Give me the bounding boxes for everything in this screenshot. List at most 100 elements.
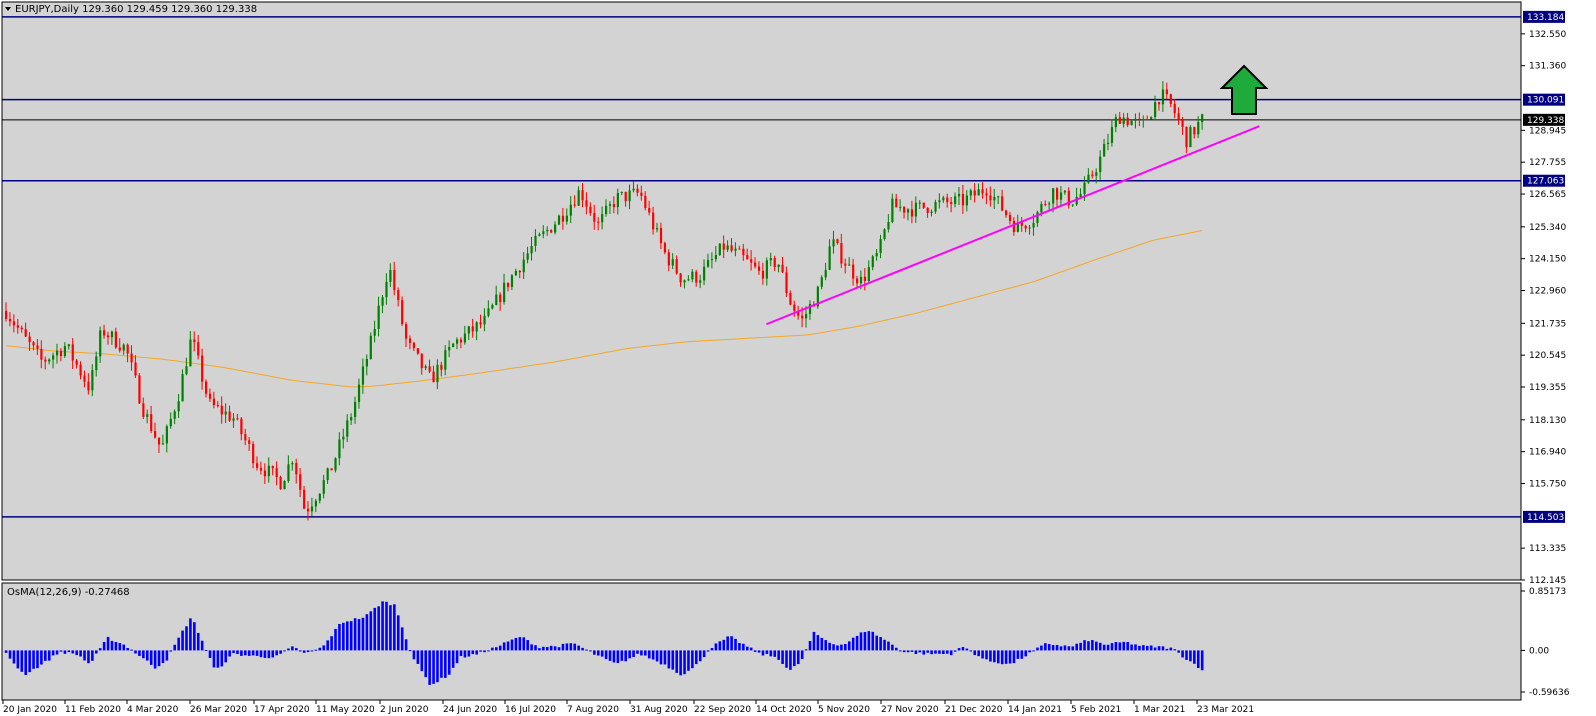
- osma-bar: [573, 643, 577, 651]
- candle-body: [946, 197, 949, 203]
- x-tick-label: 17 Apr 2020: [254, 705, 310, 715]
- osma-bar: [224, 650, 228, 663]
- y-tick-label: 112.145: [1529, 576, 1566, 586]
- candle-body: [389, 269, 392, 282]
- osma-bar: [47, 650, 51, 661]
- candle-body: [287, 464, 290, 482]
- candle-body: [585, 200, 588, 207]
- osma-bar: [251, 650, 255, 656]
- candle-body: [487, 308, 490, 316]
- candle-body: [659, 228, 663, 244]
- candle-body: [706, 260, 710, 267]
- candle-body: [299, 474, 302, 490]
- osma-bar: [844, 643, 847, 651]
- osma-bar: [1098, 642, 1102, 651]
- osma-bar: [244, 650, 247, 656]
- osma-bar: [961, 647, 965, 651]
- symbol-dropdown-icon[interactable]: [5, 7, 11, 11]
- osma-bar: [240, 650, 243, 656]
- candle-body: [318, 493, 321, 501]
- candle-body: [181, 374, 184, 402]
- osma-bar: [1083, 640, 1086, 651]
- osma-bar: [887, 641, 890, 651]
- osma-bar: [236, 650, 239, 655]
- candle-body: [1032, 222, 1035, 228]
- osma-bar: [710, 648, 714, 651]
- candle-body: [110, 331, 114, 338]
- osma-bar: [318, 647, 322, 651]
- candle-body: [816, 286, 819, 307]
- candle-body: [99, 330, 102, 357]
- osma-bar: [67, 650, 71, 653]
- osma-bar: [624, 650, 628, 662]
- candle-body: [899, 206, 902, 208]
- osma-bar: [232, 650, 235, 653]
- osma-bar: [91, 650, 94, 661]
- candle-body: [859, 276, 863, 284]
- osma-bar: [310, 650, 314, 652]
- candle-body: [961, 193, 965, 206]
- osma-histogram: [4, 601, 1204, 685]
- osma-bar: [428, 650, 431, 685]
- candle-body: [608, 204, 612, 206]
- candle-body: [632, 188, 635, 191]
- osma-bar: [463, 650, 467, 658]
- osma-bar: [604, 650, 608, 660]
- candle-body: [597, 221, 600, 223]
- osma-bar: [675, 650, 678, 673]
- osma-bar: [51, 650, 55, 656]
- candle-body: [306, 508, 310, 512]
- moving-average-line: [5, 230, 1203, 388]
- y-tick-label: 126.565: [1529, 190, 1566, 200]
- osma-bar: [608, 650, 612, 661]
- candle-body: [808, 303, 812, 314]
- x-tick-label: 20 Jan 2020: [3, 705, 57, 715]
- candle-body: [1138, 118, 1141, 120]
- osma-bar: [828, 642, 831, 651]
- osma-bar: [726, 636, 729, 651]
- osma-bar: [1110, 643, 1114, 651]
- candle-body: [695, 271, 698, 283]
- osma-bar: [836, 645, 839, 651]
- candle-body: [612, 204, 616, 208]
- candle-body: [895, 198, 898, 208]
- candle-body: [714, 255, 718, 260]
- osma-bar: [87, 650, 90, 664]
- candle-body: [903, 206, 906, 213]
- candle-body: [1055, 188, 1059, 200]
- osma-bar: [1016, 650, 1020, 659]
- osma-bar: [691, 650, 694, 669]
- oscillator-title: OsMA(12,26,9) -0.27468: [7, 587, 130, 598]
- osma-bar: [651, 650, 655, 660]
- osma-bar: [228, 650, 231, 657]
- candle-body: [1157, 102, 1161, 105]
- osma-bar: [753, 650, 757, 652]
- candle-body: [467, 326, 470, 334]
- osma-bar: [906, 650, 910, 653]
- osma-bar: [345, 621, 349, 651]
- x-tick-label: 26 Mar 2020: [190, 705, 247, 715]
- osma-bar: [491, 647, 494, 651]
- candle-body: [71, 344, 74, 361]
- candle-body: [350, 417, 353, 421]
- candle-body: [1048, 203, 1051, 205]
- candle-body: [1146, 119, 1149, 121]
- osma-bar: [632, 650, 635, 657]
- osma-bar: [110, 640, 114, 651]
- candle-body: [416, 348, 419, 354]
- candle-body: [314, 500, 318, 507]
- osma-bar: [71, 650, 75, 654]
- osma-bar: [79, 650, 82, 657]
- osma-bar: [585, 649, 588, 651]
- candle-body: [1008, 214, 1012, 221]
- osma-bar: [404, 639, 408, 651]
- candle-body: [1016, 222, 1019, 232]
- osma-bar: [279, 650, 282, 654]
- osma-bar: [514, 637, 518, 651]
- osma-bar: [365, 614, 369, 651]
- osma-bar: [142, 650, 145, 659]
- candle-body: [1071, 204, 1074, 206]
- candle-body: [722, 243, 725, 250]
- candle-body: [565, 215, 568, 222]
- candle-body: [440, 364, 443, 370]
